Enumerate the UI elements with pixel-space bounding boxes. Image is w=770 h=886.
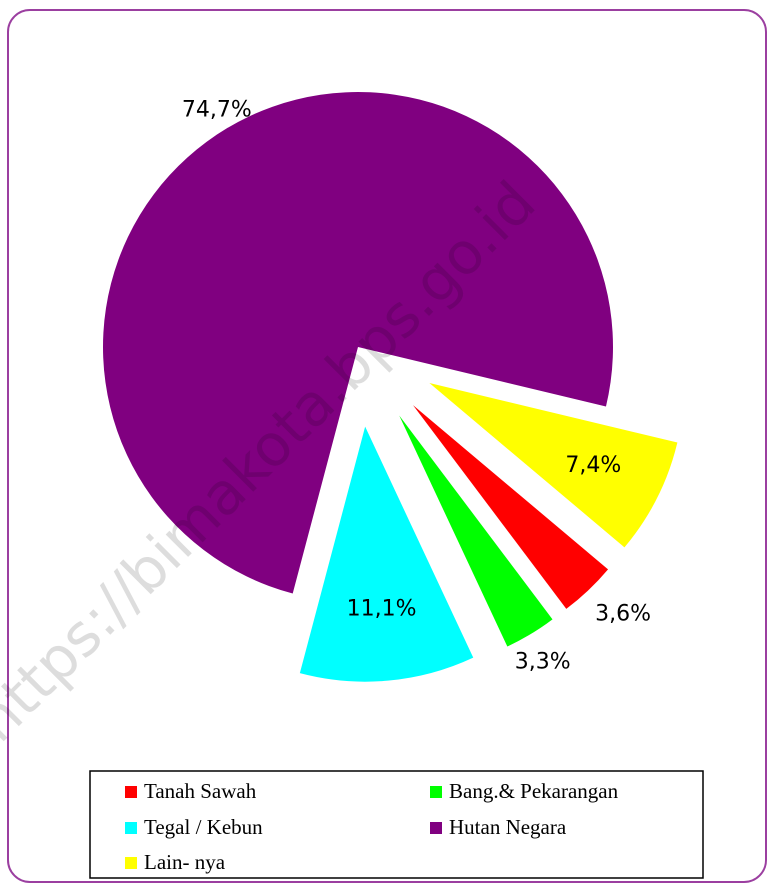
legend-box bbox=[89, 770, 704, 879]
data-label: 7,4% bbox=[565, 453, 621, 478]
data-label: 3,3% bbox=[515, 650, 571, 675]
legend-label: Bang.& Pekarangan bbox=[449, 779, 619, 803]
data-label: 3,6% bbox=[595, 601, 651, 626]
pie-slice bbox=[429, 383, 678, 548]
pie-slice bbox=[412, 405, 609, 609]
legend-label: Tanah Sawah bbox=[144, 779, 257, 803]
legend-label: Tegal / Kebun bbox=[144, 815, 263, 839]
pie-slice bbox=[299, 426, 474, 682]
legend-label: Lain- nya bbox=[144, 850, 226, 874]
legend-swatch bbox=[125, 786, 137, 798]
legend-swatch bbox=[125, 822, 137, 834]
data-label: 11,1% bbox=[347, 597, 417, 622]
legend-swatch bbox=[430, 786, 442, 798]
legend-swatch bbox=[125, 857, 137, 869]
pie-slice bbox=[103, 92, 613, 594]
legend-label: Hutan Negara bbox=[449, 815, 567, 839]
pie-slice bbox=[399, 415, 553, 647]
legend-swatch bbox=[430, 822, 442, 834]
data-label: 74,7% bbox=[182, 98, 252, 123]
